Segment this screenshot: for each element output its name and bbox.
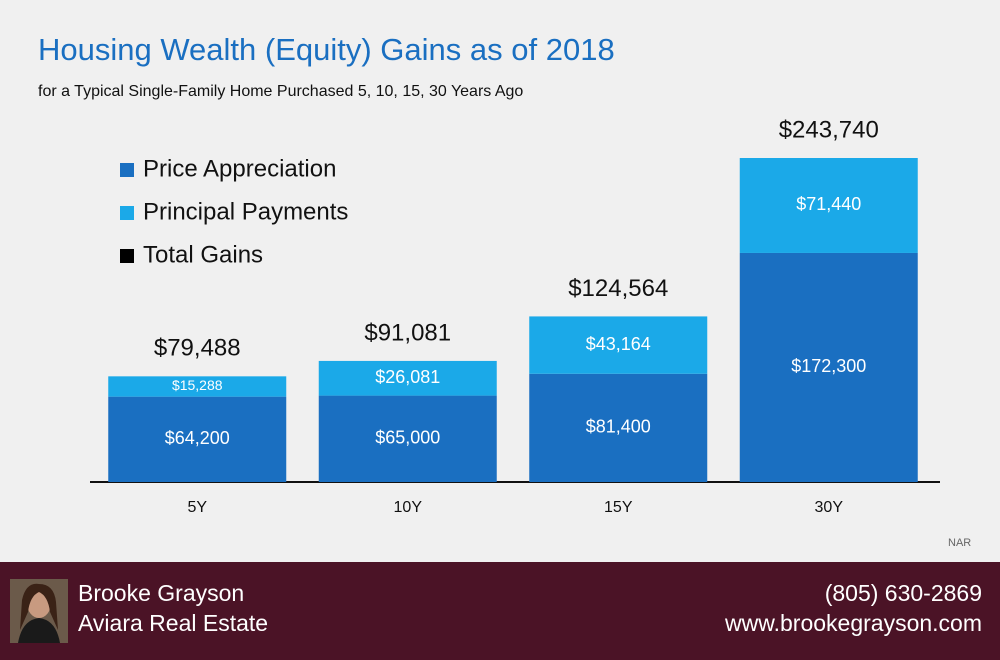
bar-value-label: $65,000 xyxy=(375,428,440,448)
x-tick-label: 15Y xyxy=(604,499,633,516)
bar-segment xyxy=(529,373,708,482)
bar-segment xyxy=(318,360,497,396)
legend-swatch xyxy=(120,206,134,220)
total-label: $243,740 xyxy=(779,116,879,143)
bar-value-label: $81,400 xyxy=(586,417,651,437)
bar-segment xyxy=(318,395,497,482)
total-label: $79,488 xyxy=(154,335,241,362)
bar-value-label: $172,300 xyxy=(791,356,866,376)
bar-value-label: $43,164 xyxy=(586,334,651,354)
agent-photo xyxy=(10,579,68,643)
bar-segment xyxy=(108,376,287,397)
bar-value-label: $15,288 xyxy=(172,377,223,393)
bar-segment xyxy=(108,396,287,482)
total-label: $91,081 xyxy=(364,319,451,346)
bar-segment xyxy=(739,252,918,482)
bar-value-label: $64,200 xyxy=(165,428,230,448)
bar-value-label: $26,081 xyxy=(375,367,440,387)
legend-label: Principal Payments xyxy=(143,198,348,225)
legend-swatch xyxy=(120,163,134,177)
agent-phone: (805) 630-2869 xyxy=(825,580,982,606)
footer xyxy=(0,562,1000,660)
x-tick-label: 10Y xyxy=(394,499,423,516)
legend-swatch xyxy=(120,249,134,263)
chart-subtitle: for a Typical Single-Family Home Purchas… xyxy=(38,83,523,100)
bar-segment xyxy=(739,158,918,253)
total-label: $124,564 xyxy=(568,275,668,302)
legend-label: Total Gains xyxy=(143,241,263,268)
chart-title: Housing Wealth (Equity) Gains as of 2018 xyxy=(38,32,615,67)
bar-segment xyxy=(529,316,708,374)
agent-website: www.brookegrayson.com xyxy=(724,610,982,636)
agent-name: Brooke Grayson xyxy=(78,580,244,606)
legend-label: Price Appreciation xyxy=(143,155,336,182)
x-tick-label: 30Y xyxy=(815,499,844,516)
bar-value-label: $71,440 xyxy=(796,194,861,214)
x-tick-label: 5Y xyxy=(187,499,207,516)
source: NAR xyxy=(948,537,971,549)
agent-company: Aviara Real Estate xyxy=(78,610,268,636)
